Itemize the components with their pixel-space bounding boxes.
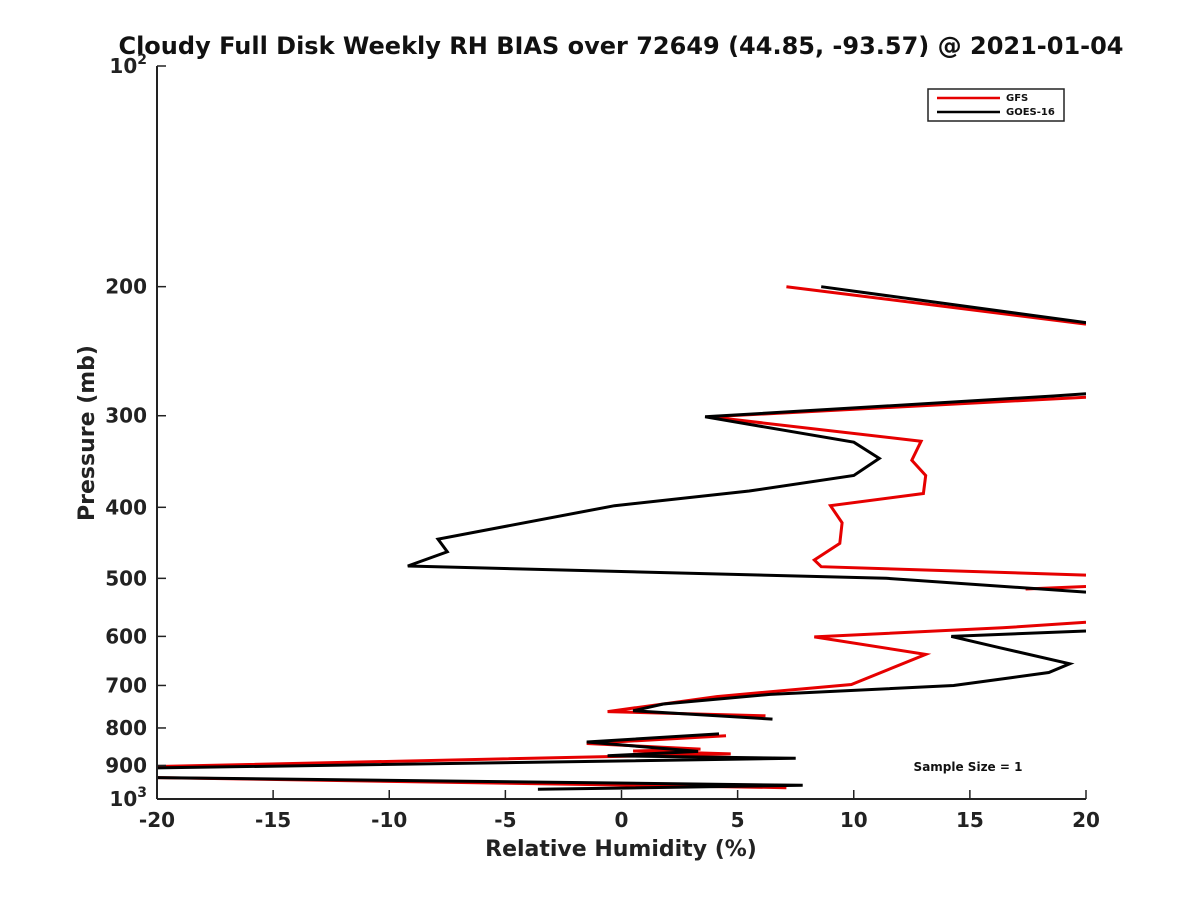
x-tick-label: 0 (615, 808, 629, 832)
x-tick-label: 20 (1072, 808, 1100, 832)
chart-title: Cloudy Full Disk Weekly RH BIAS over 726… (118, 32, 1123, 60)
y-tick-label: 400 (105, 495, 147, 519)
series-goes-16-segment-3 (157, 732, 796, 770)
y-tick-label: 600 (105, 624, 147, 648)
y-tick-label: 102 (109, 52, 147, 78)
series-goes-16-segment-1 (407, 392, 1086, 594)
y-tick-label: 800 (105, 716, 147, 740)
x-tick-label: -10 (371, 808, 407, 832)
y-tick-label: 103 (109, 785, 147, 811)
x-axis-ticks: -20 -15 -10 -5 0 5 10 15 20 (139, 790, 1100, 832)
y-tick-label: 300 (105, 404, 147, 428)
series-gfs-segment-0 (786, 285, 1086, 326)
series-gfs-segment-3 (607, 620, 1086, 718)
series-goes-16-segment-0 (820, 285, 1086, 325)
y-axis-label: Pressure (mb) (75, 345, 100, 521)
series-gfs-segment-1 (709, 395, 1086, 577)
y-tick-label: 700 (105, 673, 147, 697)
y-tick-label: 900 (105, 753, 147, 777)
x-tick-label: -20 (139, 808, 175, 832)
x-tick-label: 5 (731, 808, 745, 832)
legend-label-goes-16: GOES-16 (1006, 107, 1055, 118)
y-tick-label: 200 (105, 275, 147, 299)
plot-frame (157, 66, 1086, 799)
y-axis-ticks: 102 200 300 400 500 600 700 800 900 103 (105, 52, 166, 811)
x-tick-label: 15 (956, 808, 984, 832)
plot-area: -20 -15 -10 -5 0 5 10 15 20 102 200 300 400 500 600 70… (105, 52, 1100, 832)
y-tick-label: 500 (105, 566, 147, 590)
legend: GFS GOES-16 (927, 88, 1065, 122)
legend-box (927, 88, 1065, 122)
series-goes-16-segment-2 (632, 629, 1086, 721)
legend-label-gfs: GFS (1006, 93, 1028, 104)
x-tick-label: 10 (840, 808, 868, 832)
series-layer (157, 285, 1086, 791)
x-axis-label: Relative Humidity (%) (485, 837, 757, 862)
series-goes-16-segment-4 (157, 776, 803, 791)
x-tick-label: -5 (494, 808, 516, 832)
x-tick-label: -15 (255, 808, 291, 832)
sample-size-annotation: Sample Size = 1 (914, 760, 1023, 774)
